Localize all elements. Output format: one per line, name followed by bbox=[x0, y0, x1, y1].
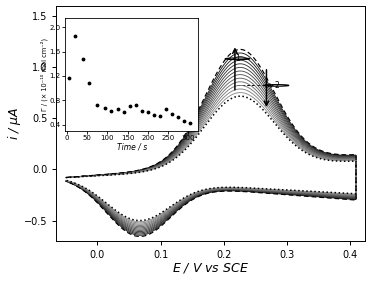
Y-axis label: Γ / (× 10⁻¹⁰ mol cm⁻²): Γ / (× 10⁻¹⁰ mol cm⁻²) bbox=[40, 38, 48, 111]
X-axis label: $E$ / V vs SCE: $E$ / V vs SCE bbox=[173, 261, 249, 275]
Y-axis label: $i$ / μA: $i$ / μA bbox=[6, 107, 23, 140]
Text: 2: 2 bbox=[274, 81, 279, 90]
Text: 1: 1 bbox=[235, 54, 240, 63]
X-axis label: Time / s: Time / s bbox=[116, 142, 147, 151]
